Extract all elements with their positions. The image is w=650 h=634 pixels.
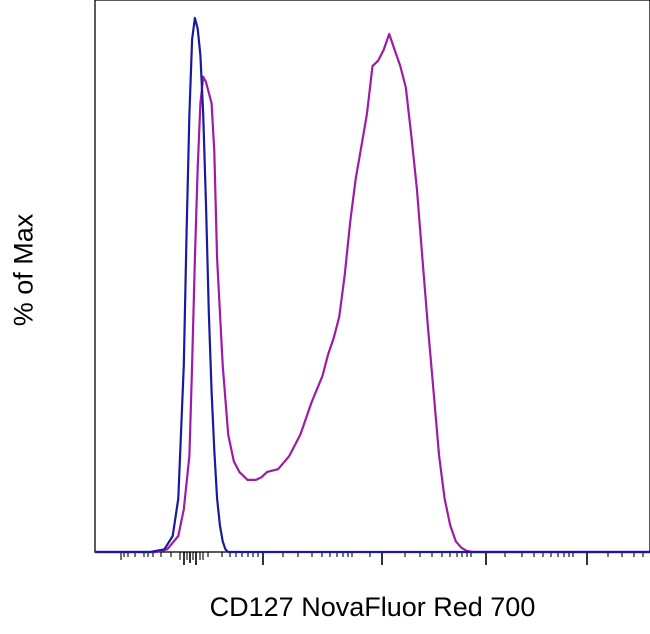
y-axis-label: % of Max (8, 213, 39, 327)
x-axis-ticks (120, 552, 644, 565)
x-axis-label: CD127 NovaFluor Red 700 (209, 592, 536, 622)
series-line-1 (95, 32, 650, 554)
series-lines (95, 16, 650, 554)
series-line-0 (95, 16, 650, 554)
plot-frame (94, 0, 650, 553)
